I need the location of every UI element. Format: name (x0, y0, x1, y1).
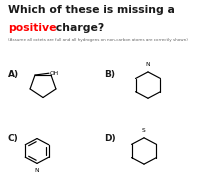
Text: A): A) (8, 70, 19, 79)
Text: Which of these is missing a: Which of these is missing a (8, 5, 175, 15)
Text: D): D) (104, 134, 116, 143)
Text: OH: OH (50, 71, 59, 76)
Text: S: S (142, 128, 146, 133)
Text: C): C) (8, 134, 19, 143)
Text: positive: positive (8, 23, 57, 33)
Text: B): B) (104, 70, 115, 79)
Text: charge?: charge? (52, 23, 105, 33)
Text: N: N (35, 168, 39, 173)
Text: N: N (146, 62, 150, 67)
Text: (Assume all octets are full and all hydrogens on non-carbon atoms are correctly : (Assume all octets are full and all hydr… (8, 38, 188, 42)
